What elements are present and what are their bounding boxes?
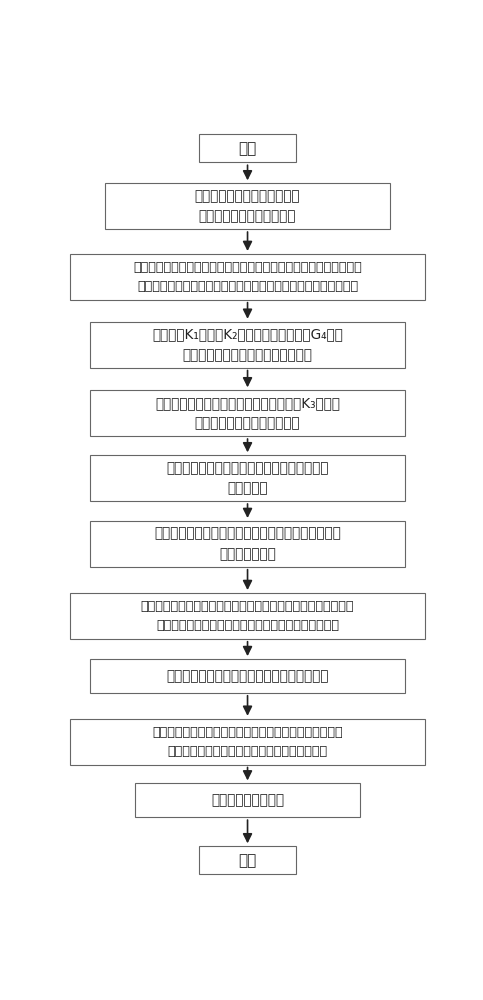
FancyBboxPatch shape: [105, 183, 390, 229]
Text: 混合气体储气罐将气体混合后，打开气阀K₃，混合
气体传输给低温环境设定装置: 混合气体储气罐将气体混合后，打开气阀K₃，混合 气体传输给低温环境设定装置: [155, 396, 340, 430]
FancyBboxPatch shape: [90, 455, 405, 501]
Text: 高压电产生装置对密封气室中的正电极与负电极施加
持续升高的电压: 高压电产生装置对密封气室中的正电极与负电极施加 持续升高的电压: [154, 527, 341, 561]
FancyBboxPatch shape: [90, 322, 405, 368]
Text: 上位机分析光谱信息: 上位机分析光谱信息: [211, 793, 284, 807]
Text: 混合气体通过低温环境设定装置冷却后，传输
给密封气室: 混合气体通过低温环境设定装置冷却后，传输 给密封气室: [166, 461, 329, 495]
FancyBboxPatch shape: [90, 521, 405, 567]
Text: 当封闭室中的正电极与负电极间隙击穿时，正电极与负电极间绝
缘击穿后形成电弧等离子体，高压电产生装置停止加压: 当封闭室中的正电极与负电极间隙击穿时，正电极与负电极间绝 缘击穿后形成电弧等离子…: [141, 600, 355, 632]
Text: 调节气阀K₁和气阀K₂，观察电接点压力表G₄，控
制高压气瓶向混合气体储气罐中充气: 调节气阀K₁和气阀K₂，观察电接点压力表G₄，控 制高压气瓶向混合气体储气罐中充…: [152, 327, 343, 362]
Text: 通过调节旋钮调节密封气室内
正电极与负电极之间的距离: 通过调节旋钮调节密封气室内 正电极与负电极之间的距离: [195, 189, 300, 223]
Text: 击穿电压经阻容分压器在示波器中显示并记录: 击穿电压经阻容分压器在示波器中显示并记录: [166, 669, 329, 683]
FancyBboxPatch shape: [199, 846, 296, 874]
FancyBboxPatch shape: [199, 134, 296, 162]
FancyBboxPatch shape: [90, 390, 405, 436]
Text: 结束: 结束: [239, 853, 256, 868]
FancyBboxPatch shape: [135, 783, 360, 817]
Text: 开始: 开始: [239, 141, 256, 156]
FancyBboxPatch shape: [70, 254, 426, 300]
Text: 光同步触发探头探测到弧光后，光纤光谱仪通过光纤探头
采集电弧等离子体的光谱信息，并发送到上位机: 光同步触发探头探测到弧光后，光纤光谱仪通过光纤探头 采集电弧等离子体的光谱信息，…: [152, 726, 343, 758]
FancyBboxPatch shape: [90, 659, 405, 693]
FancyBboxPatch shape: [70, 719, 426, 765]
Text: 压缩机将密封气室中的混合气体回收至混合气体储气罐中，真空泵将
混合气体储气罐抽真空，并通过过滤吸收装置排放抽取的残余气体: 压缩机将密封气室中的混合气体回收至混合气体储气罐中，真空泵将 混合气体储气罐抽真…: [133, 261, 362, 293]
FancyBboxPatch shape: [70, 593, 426, 639]
